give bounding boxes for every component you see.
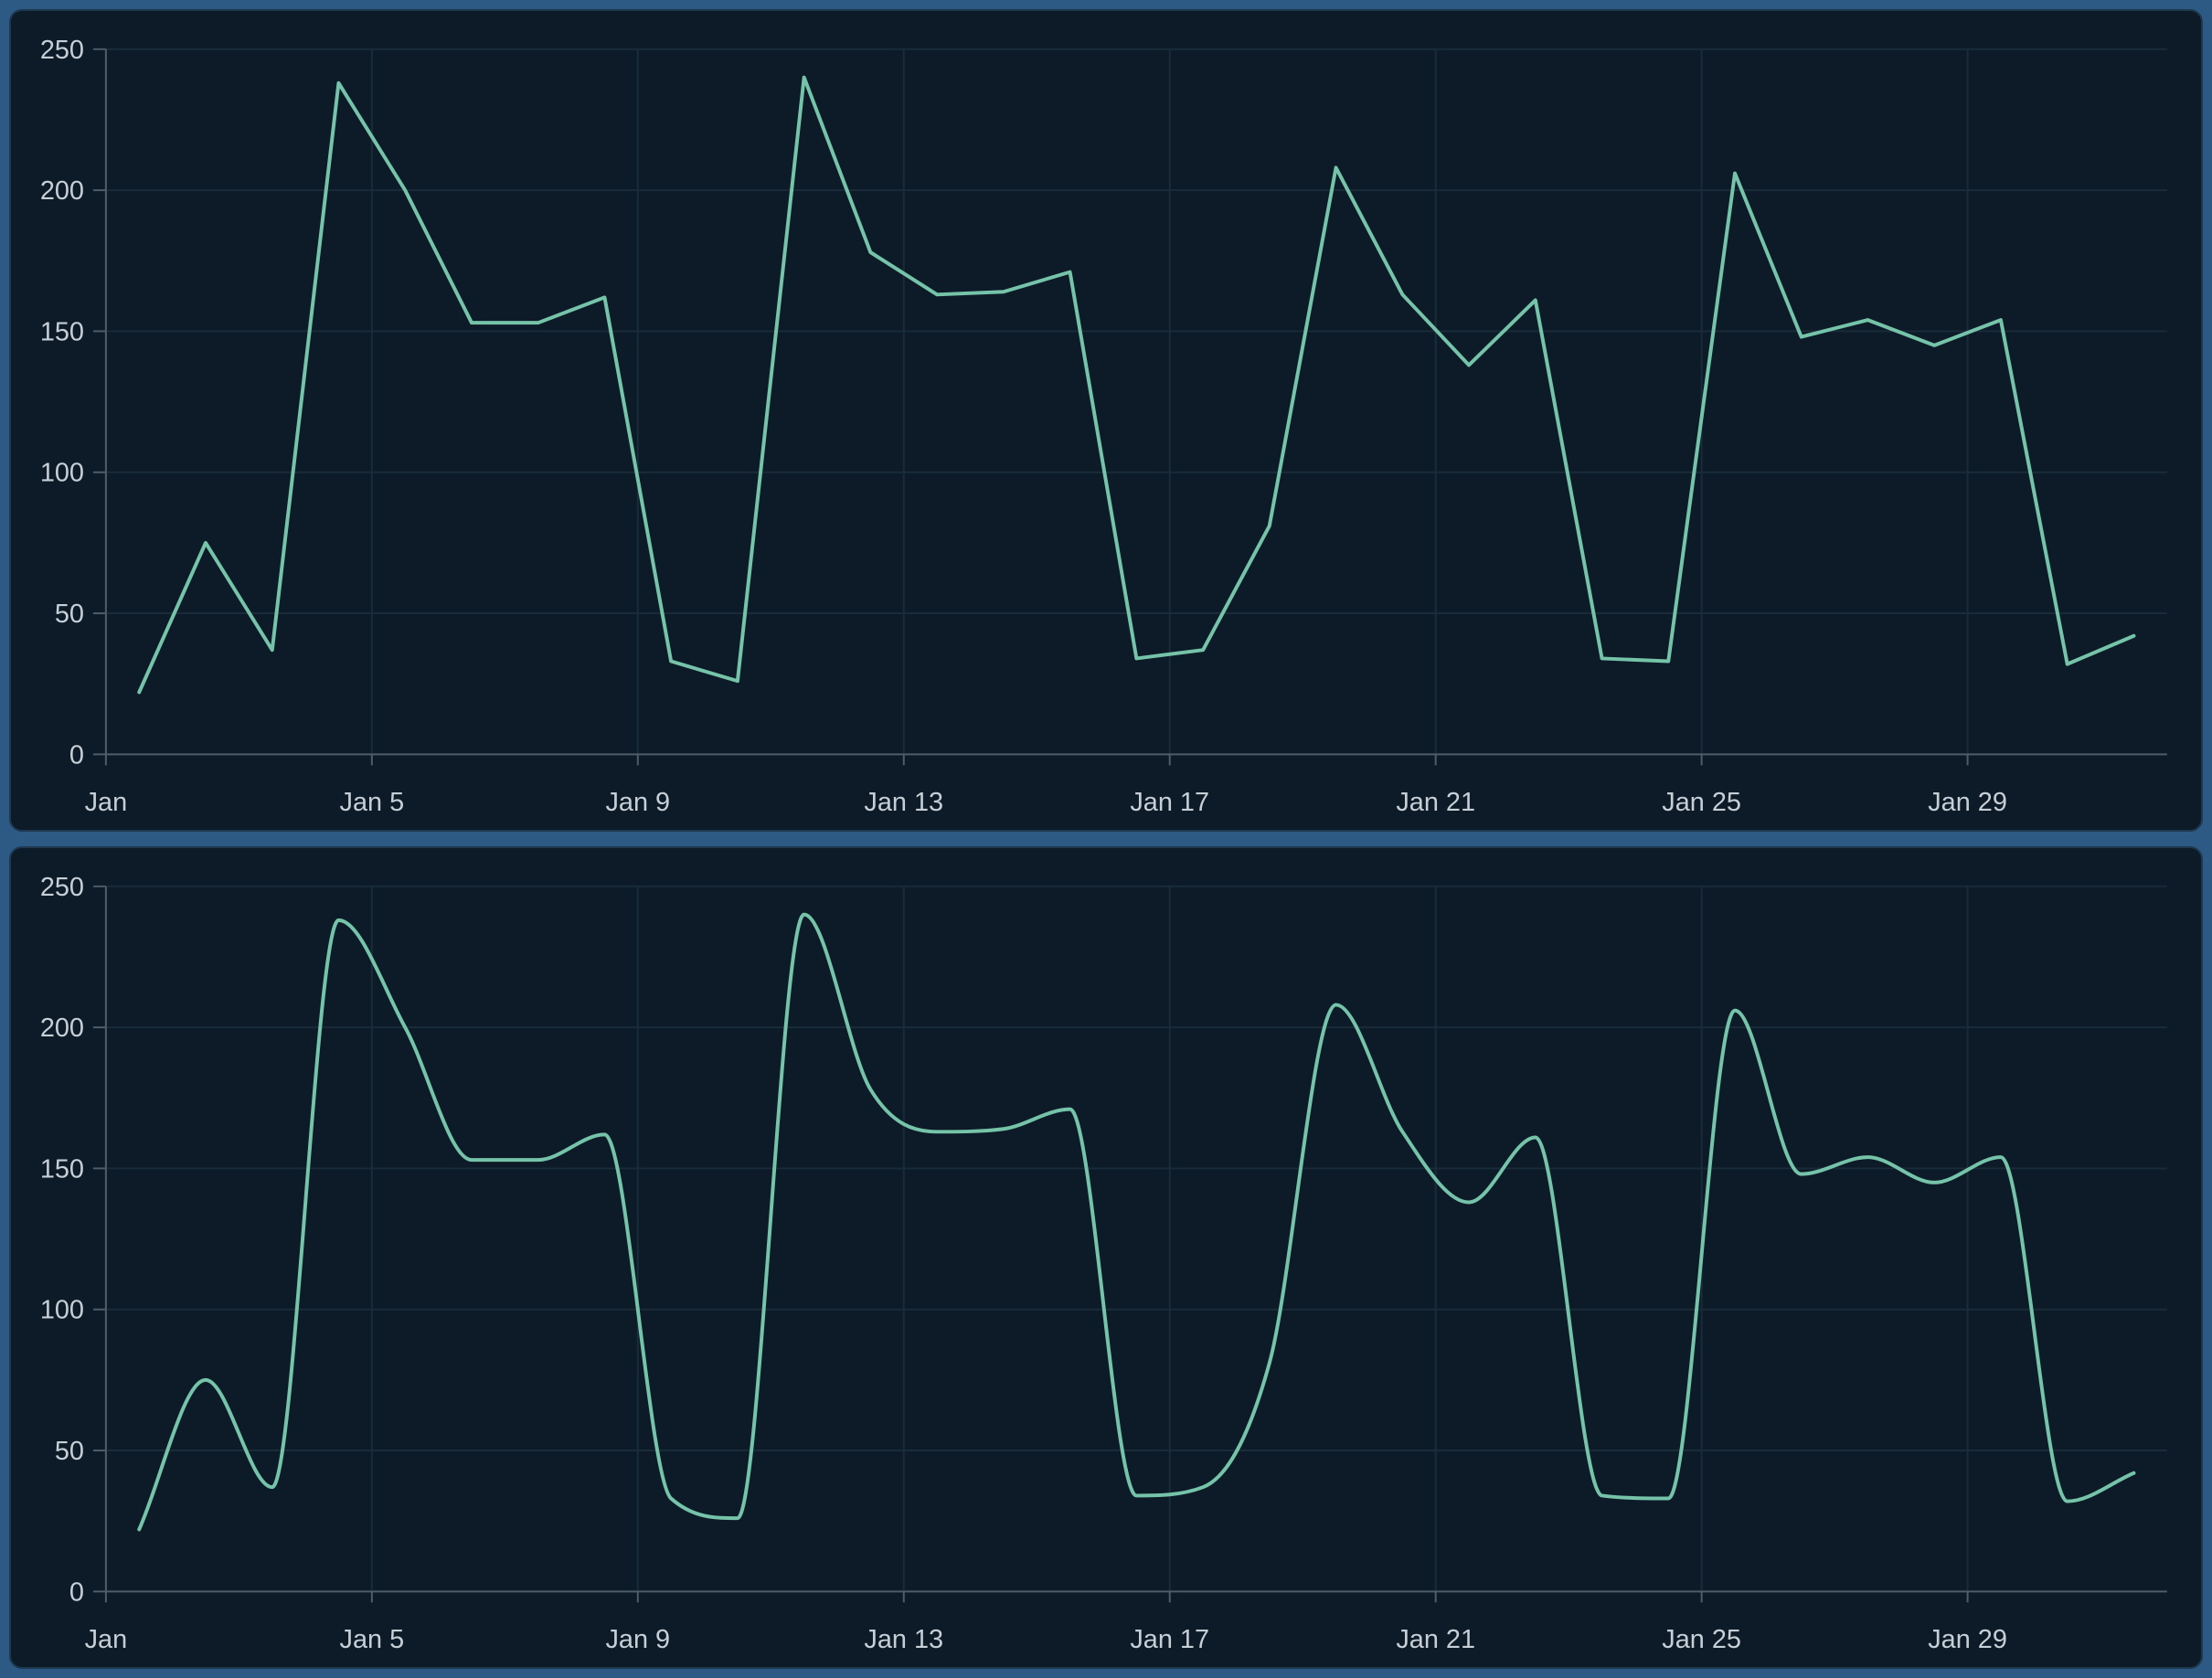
x-tick-label: Jan 9	[605, 1625, 670, 1654]
x-tick-label: Jan 5	[340, 788, 405, 817]
x-tick-label: Jan 17	[1130, 1625, 1209, 1654]
line-chart-linear: 0 50 100 150 200 250 Jan Jan 5 Jan 9 Jan 13 Jan 17…	[40, 36, 2167, 817]
x-tick-label: Jan	[85, 1625, 128, 1654]
y-tick-label: 150	[40, 1154, 84, 1184]
chart-panel-smooth: 0 50 100 150 200 250 Jan Jan 5 Jan 9 Jan 13 Jan 17…	[9, 846, 2203, 1669]
y-tick-label: 0	[69, 740, 84, 770]
x-tick-label: Jan 21	[1396, 1625, 1475, 1654]
series-line	[137, 912, 2136, 1532]
x-tick-label: Jan	[85, 788, 128, 817]
y-tick-label: 0	[69, 1577, 84, 1607]
y-tick-label: 100	[40, 459, 84, 488]
chart-panel-linear: 0 50 100 150 200 250 Jan Jan 5 Jan 9 Jan 13 Jan 17…	[9, 9, 2203, 832]
x-tick-label: Jan 5	[340, 1625, 405, 1654]
x-tick-label: Jan 25	[1662, 1625, 1741, 1654]
line-chart-smooth: 0 50 100 150 200 250 Jan Jan 5 Jan 9 Jan 13 Jan 17…	[40, 873, 2167, 1654]
y-tick-label: 50	[55, 600, 84, 629]
x-tick-label: Jan 29	[1928, 788, 2007, 817]
x-tick-label: Jan 25	[1662, 788, 1741, 817]
x-tick-label: Jan 13	[864, 788, 943, 817]
y-tick-label: 150	[40, 317, 84, 346]
y-tick-label: 100	[40, 1296, 84, 1325]
y-tick-label: 50	[55, 1437, 84, 1466]
x-tick-label: Jan 21	[1396, 788, 1475, 817]
y-tick-label: 200	[40, 1014, 84, 1043]
x-tick-label: Jan 13	[864, 1625, 943, 1654]
x-tick-label: Jan 29	[1928, 1625, 2007, 1654]
y-tick-label: 200	[40, 176, 84, 206]
y-tick-label: 250	[40, 36, 84, 65]
x-tick-label: Jan 17	[1130, 788, 1209, 817]
x-tick-label: Jan 9	[605, 788, 670, 817]
series-line	[137, 75, 2136, 695]
y-tick-label: 250	[40, 873, 84, 902]
